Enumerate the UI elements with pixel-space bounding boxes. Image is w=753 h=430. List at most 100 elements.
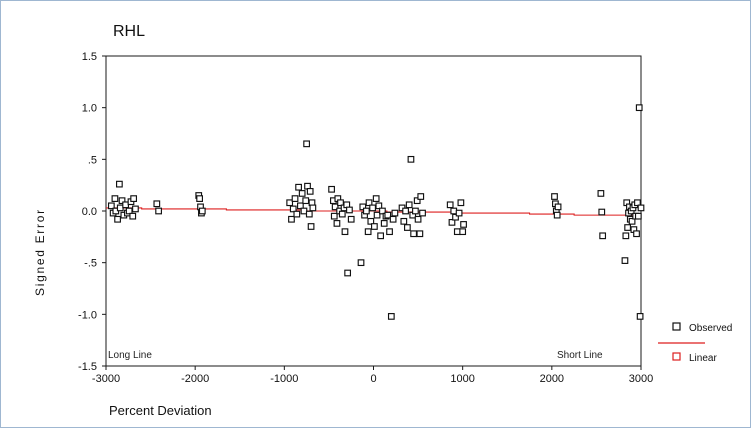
x-tick-label: -2000 [181, 373, 209, 385]
observed-point [130, 195, 138, 202]
observed-point [111, 195, 119, 202]
observed-point [303, 140, 310, 148]
observed-point [624, 224, 632, 231]
observed-point [364, 228, 372, 236]
observed-point [633, 230, 640, 238]
observed-point [116, 204, 124, 212]
observed-point [305, 210, 313, 218]
y-axis-ticks: 1.5 1.0 .5 0.0 -.5 -1.0 -1.5 [78, 51, 106, 373]
x-tick-label: 0 [370, 373, 376, 385]
x-tick-label: 1000 [450, 373, 474, 385]
observed-point [359, 203, 367, 211]
observed-point [380, 220, 388, 227]
annotation-short-line: Short Line [557, 350, 603, 361]
observed-point [357, 259, 365, 267]
observed-point [114, 215, 121, 223]
observed-point [391, 209, 399, 217]
observed-point [598, 208, 606, 216]
observed-point [373, 211, 381, 219]
x-tick-label: 2000 [540, 373, 564, 385]
observed-point [302, 197, 310, 205]
observed-point [198, 207, 206, 215]
observed-point [417, 193, 425, 200]
observed-point [372, 195, 380, 202]
observed-point [107, 202, 115, 210]
observed-point [387, 313, 395, 320]
legend-linear-marker [672, 352, 681, 361]
observed-point [599, 232, 607, 240]
observed-point [116, 180, 123, 188]
observed-point [621, 257, 629, 264]
y-axis-title: Signed Error [33, 208, 47, 296]
observed-point [371, 223, 378, 230]
observed-point [452, 213, 459, 221]
observed-point [404, 224, 411, 231]
observed-point [453, 228, 461, 236]
y-tick-label: -.5 [84, 258, 97, 270]
observed-point [118, 197, 126, 205]
observed-point [153, 200, 161, 208]
observed-point [347, 215, 355, 223]
observed-point [448, 218, 456, 226]
observed-point [637, 204, 645, 212]
observed-point [300, 207, 308, 215]
y-tick-label: 1.5 [82, 51, 97, 63]
observed-point [636, 313, 644, 320]
x-tick-label: 3000 [629, 373, 653, 385]
observed-point [379, 207, 386, 215]
observed-point [375, 202, 383, 210]
observed-point [450, 207, 458, 215]
observed-point [369, 204, 376, 212]
observed-point [412, 207, 419, 215]
observed-point [330, 212, 338, 220]
observed-point [331, 203, 339, 211]
x-tick-label: -3000 [92, 373, 120, 385]
chart-title: RHL [113, 23, 145, 40]
observed-point [155, 207, 162, 215]
legend-observed-label: Observed [689, 323, 732, 334]
linear-fit-line [106, 207, 641, 216]
observed-point [341, 228, 349, 236]
observed-series [107, 104, 645, 320]
observed-point [405, 201, 413, 209]
observed-point [634, 199, 641, 207]
observed-point [307, 223, 315, 230]
observed-point [419, 209, 426, 217]
observed-point [286, 199, 294, 207]
observed-point [622, 232, 630, 240]
observed-point [414, 215, 422, 223]
observed-point [446, 201, 454, 209]
observed-point [328, 185, 335, 193]
legend: Observed Linear [658, 322, 732, 364]
observed-point [413, 197, 421, 205]
observed-point [309, 204, 317, 212]
observed-point [400, 217, 408, 225]
annotation-long-line: Long Line [108, 350, 152, 361]
observed-point [410, 230, 417, 238]
x-axis-ticks: -3000 -2000 -1000 0 1000 2000 3000 [92, 366, 653, 385]
observed-point [291, 195, 299, 202]
observed-point [384, 211, 392, 219]
y-tick-label: 1.0 [82, 103, 97, 115]
observed-point [344, 269, 352, 277]
observed-point [377, 232, 385, 240]
observed-point [122, 201, 129, 209]
observed-point [306, 187, 314, 195]
observed-point [297, 202, 304, 210]
observed-point [362, 207, 370, 215]
y-tick-label: -1.0 [78, 309, 97, 321]
observed-point [293, 210, 301, 218]
observed-point [635, 104, 643, 112]
x-tick-label: -1000 [270, 373, 298, 385]
y-tick-label: 0.0 [82, 206, 97, 218]
observed-point [125, 207, 133, 215]
legend-linear-label: Linear [689, 353, 717, 364]
legend-observed-marker [672, 322, 681, 331]
observed-point [386, 228, 393, 236]
observed-point [298, 190, 306, 197]
observed-point [129, 212, 137, 220]
observed-point [295, 183, 302, 191]
observed-point [365, 199, 373, 207]
observed-point [634, 212, 642, 220]
